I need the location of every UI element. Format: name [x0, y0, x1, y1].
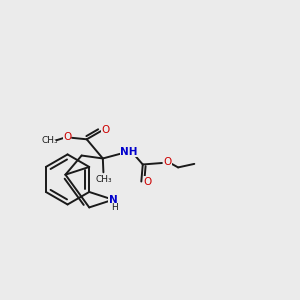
Text: N: N [109, 195, 117, 205]
Text: O: O [102, 125, 110, 135]
Text: O: O [63, 132, 71, 142]
Text: H: H [111, 203, 118, 212]
Text: NH: NH [121, 146, 138, 157]
Text: CH₃: CH₃ [95, 175, 112, 184]
Text: O: O [144, 177, 152, 187]
Text: CH₃: CH₃ [42, 136, 58, 145]
Text: O: O [163, 158, 171, 167]
